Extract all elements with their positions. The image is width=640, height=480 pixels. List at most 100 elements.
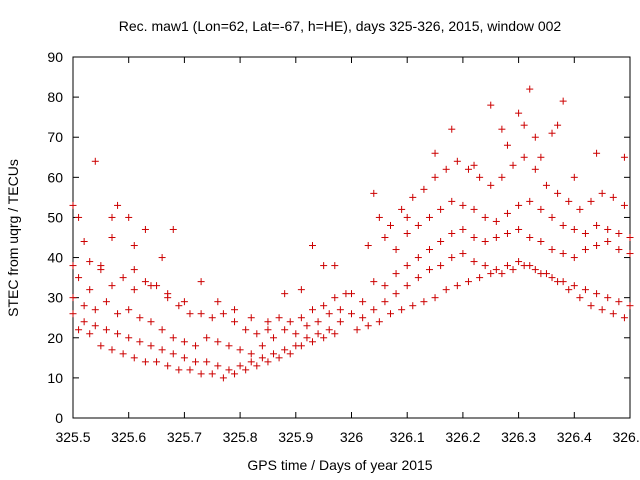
data-point	[270, 350, 278, 358]
data-point	[392, 290, 400, 298]
data-point	[364, 322, 372, 330]
data-point	[565, 286, 573, 294]
data-point	[370, 189, 378, 197]
data-point	[565, 197, 573, 205]
data-point	[581, 246, 589, 254]
data-point	[91, 306, 99, 314]
data-point	[102, 298, 110, 306]
data-point	[336, 318, 344, 326]
data-point	[192, 358, 200, 366]
data-point	[570, 254, 578, 262]
data-point	[297, 314, 305, 322]
data-point	[531, 266, 539, 274]
data-point	[370, 278, 378, 286]
data-point	[353, 326, 361, 334]
data-point	[548, 274, 556, 282]
data-point	[180, 298, 188, 306]
data-point	[593, 149, 601, 157]
data-point	[197, 278, 205, 286]
data-point	[515, 201, 523, 209]
data-point	[604, 294, 612, 302]
data-point	[442, 286, 450, 294]
data-point	[80, 318, 88, 326]
data-point	[448, 125, 456, 133]
data-point	[420, 185, 428, 193]
data-point	[75, 213, 83, 221]
data-point	[153, 358, 161, 366]
data-point	[164, 362, 172, 370]
data-point	[125, 213, 133, 221]
data-point	[604, 225, 612, 233]
data-point	[375, 318, 383, 326]
data-point	[186, 310, 194, 318]
data-point	[548, 129, 556, 137]
data-point	[420, 298, 428, 306]
data-point	[102, 326, 110, 334]
data-point	[130, 286, 138, 294]
data-point	[593, 242, 601, 250]
data-point	[437, 262, 445, 270]
data-point	[186, 366, 194, 374]
data-point	[258, 342, 266, 350]
data-point	[537, 205, 545, 213]
data-point	[197, 310, 205, 318]
data-point	[431, 173, 439, 181]
data-point	[214, 362, 222, 370]
data-point	[242, 326, 250, 334]
data-point	[80, 238, 88, 246]
data-point	[236, 346, 244, 354]
data-point	[526, 197, 534, 205]
data-point	[587, 302, 595, 310]
data-point	[459, 201, 467, 209]
data-point	[570, 225, 578, 233]
data-point	[492, 217, 500, 225]
x-tick-label: 325.8	[223, 429, 258, 445]
data-point	[130, 242, 138, 250]
data-point	[414, 254, 422, 262]
data-point	[431, 149, 439, 157]
x-tick-label: 326.2	[445, 429, 480, 445]
data-point	[470, 205, 478, 213]
data-point	[309, 338, 317, 346]
data-point	[520, 262, 528, 270]
data-point	[180, 338, 188, 346]
data-point	[69, 201, 77, 209]
data-point	[531, 165, 539, 173]
data-point	[214, 338, 222, 346]
data-point	[537, 238, 545, 246]
data-point	[587, 197, 595, 205]
data-point	[175, 302, 183, 310]
data-point	[503, 141, 511, 149]
data-point	[192, 342, 200, 350]
data-point	[247, 350, 255, 358]
data-point	[375, 213, 383, 221]
data-point	[258, 354, 266, 362]
data-point	[570, 282, 578, 290]
data-point	[381, 234, 389, 241]
data-point	[481, 213, 489, 221]
data-point	[97, 262, 105, 270]
data-point	[108, 234, 116, 241]
data-point	[386, 221, 394, 229]
y-tick-label: 50	[47, 209, 63, 225]
y-tick-label: 60	[47, 169, 63, 185]
data-point	[141, 278, 149, 286]
data-point	[554, 121, 562, 129]
y-tick-label: 80	[47, 89, 63, 105]
data-point	[86, 330, 94, 338]
data-point	[320, 262, 328, 270]
data-point	[130, 354, 138, 362]
data-point	[615, 298, 623, 306]
data-point	[598, 306, 606, 314]
data-point	[97, 342, 105, 350]
data-point	[208, 314, 216, 322]
data-point	[598, 189, 606, 197]
data-point	[593, 221, 601, 229]
data-point	[364, 242, 372, 250]
data-point	[487, 101, 495, 109]
data-point	[108, 346, 116, 354]
data-point	[320, 302, 328, 310]
x-axis-label: GPS time / Days of year 2015	[247, 457, 432, 473]
data-point	[403, 282, 411, 290]
